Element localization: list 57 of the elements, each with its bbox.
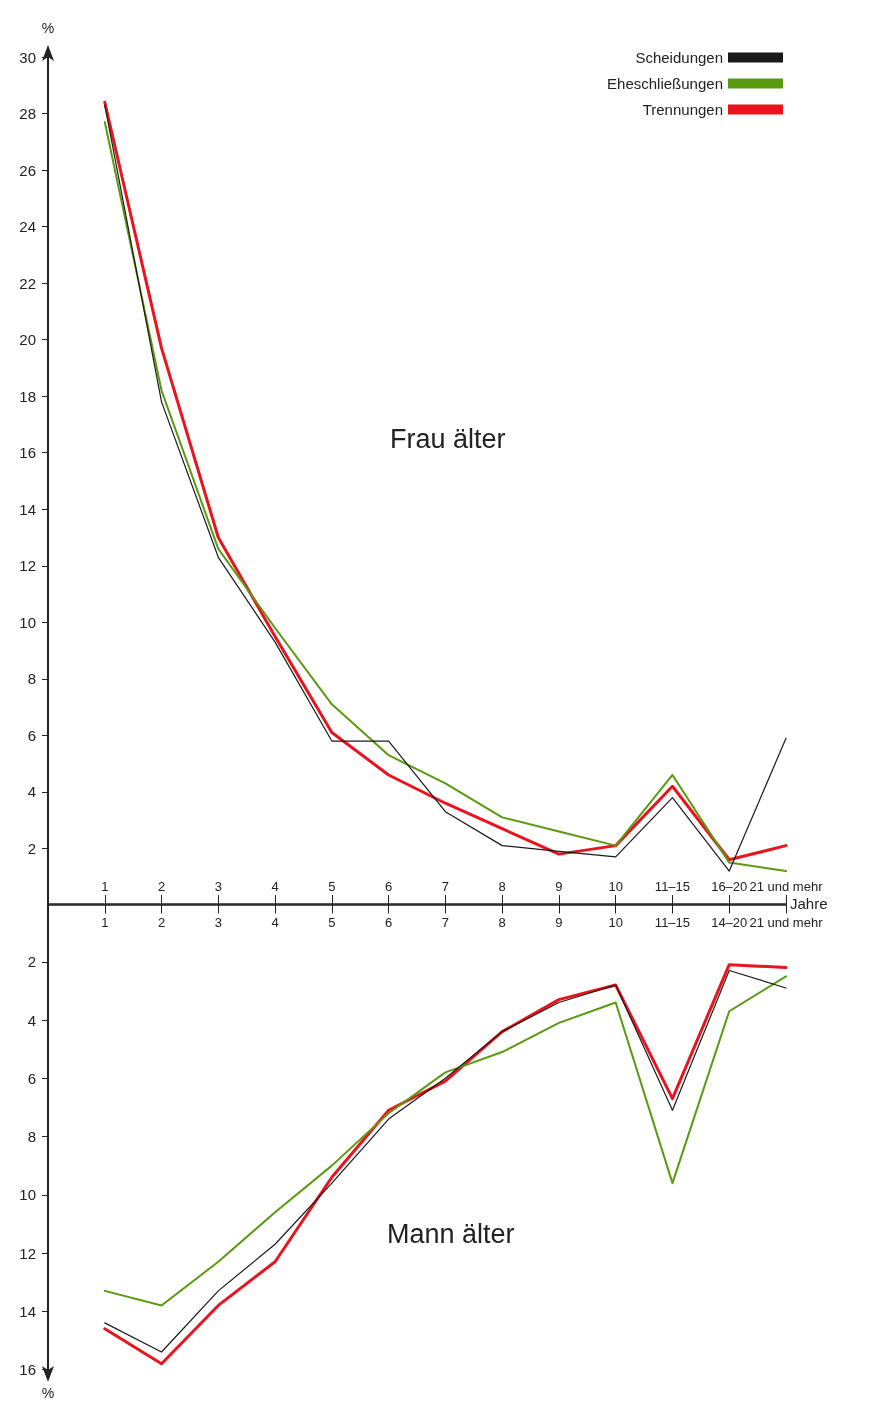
- y-tick-label: 14: [19, 1302, 36, 1320]
- x-tick-label: 5: [328, 914, 336, 930]
- x-tick-label: 6: [385, 914, 393, 930]
- x-tick-label: 1: [101, 914, 109, 930]
- x-tick-label: 3: [214, 914, 222, 930]
- y-tick-label: 2: [27, 839, 36, 857]
- x-tick-label: 16–20: [711, 879, 748, 894]
- y-tick-label: 14: [19, 500, 36, 518]
- y-tick-label: 4: [27, 783, 36, 801]
- x-tick-label: 3: [214, 879, 222, 894]
- x-tick-label: 4: [271, 914, 279, 930]
- y-tick-label: 8: [27, 670, 36, 688]
- x-tick-label: 2: [157, 879, 166, 894]
- legend-label: Scheidungen: [635, 49, 723, 66]
- x-tick-label: 7: [441, 914, 449, 930]
- x-tick-label: 1: [101, 879, 109, 894]
- x-tick-label: 7: [441, 879, 449, 894]
- x-tick-label: 9: [555, 914, 563, 930]
- y-tick-label: 18: [19, 387, 36, 405]
- x-tick-label: 14–20: [711, 914, 748, 930]
- x-tick-label: 6: [385, 879, 393, 894]
- annotation: Frau älter: [390, 423, 506, 454]
- x-tick-label: 5: [328, 879, 336, 894]
- y-axis-title: %: [41, 1384, 55, 1401]
- legend-label: Trennungen: [642, 101, 723, 118]
- y-tick-label: 26: [19, 161, 36, 179]
- y-tick-label: 2: [27, 953, 36, 971]
- y-tick-label: 12: [19, 1244, 36, 1262]
- x-tick-label: 9: [555, 879, 563, 894]
- y-axis-title: %: [41, 20, 55, 36]
- y-tick-label: 10: [19, 613, 36, 631]
- y-tick-label: 20: [19, 331, 36, 349]
- x-tick-label: 10: [608, 879, 623, 894]
- annotation: Mann älter: [387, 1218, 515, 1249]
- x-tick-label: 8: [498, 879, 506, 894]
- x-tick-label: 21 und mehr: [749, 914, 824, 930]
- x-tick-label: 11–15: [654, 914, 691, 930]
- x-axis-title: Jahre: [790, 895, 828, 912]
- y-tick-label: 28: [19, 105, 36, 123]
- y-tick-label: 30: [19, 48, 36, 66]
- y-tick-label: 6: [27, 1069, 36, 1087]
- y-tick-label: 22: [19, 274, 36, 292]
- x-tick-label: 10: [608, 914, 623, 930]
- legend-label: Eheschließungen: [607, 75, 723, 92]
- x-tick-label: 21 und mehr: [749, 879, 824, 894]
- x-tick-label: 2: [157, 914, 166, 930]
- y-tick-label: 12: [19, 557, 36, 575]
- y-tick-label: 16: [19, 1361, 36, 1378]
- y-tick-label: 10: [19, 1186, 36, 1204]
- x-tick-label: 4: [271, 879, 279, 894]
- x-tick-label: 11–15: [654, 879, 691, 894]
- y-tick-label: 4: [27, 1011, 36, 1029]
- y-tick-label: 24: [19, 218, 36, 236]
- x-tick-label: 8: [498, 914, 506, 930]
- y-tick-label: 6: [27, 726, 36, 744]
- y-tick-label: 8: [27, 1128, 36, 1145]
- y-tick-label: 16: [19, 444, 36, 462]
